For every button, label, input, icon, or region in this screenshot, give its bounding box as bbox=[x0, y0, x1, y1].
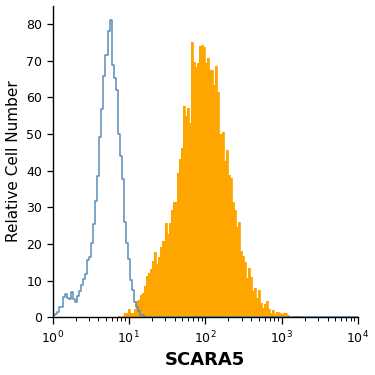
Y-axis label: Relative Cell Number: Relative Cell Number bbox=[6, 81, 21, 242]
X-axis label: SCARA5: SCARA5 bbox=[165, 351, 245, 369]
